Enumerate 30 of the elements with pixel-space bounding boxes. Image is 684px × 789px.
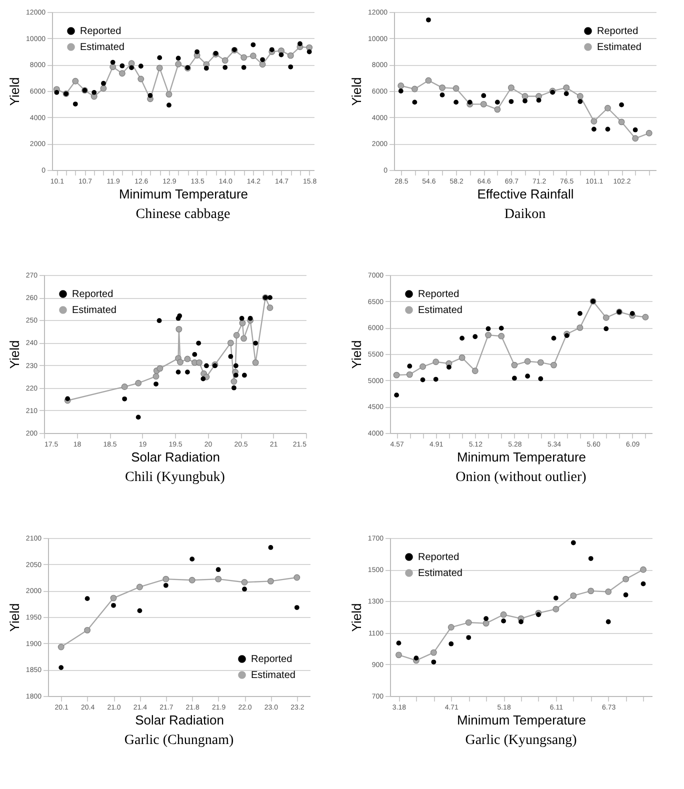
y-axis-title: Yield bbox=[348, 340, 364, 369]
x-axis-title: Minimum Temperature bbox=[118, 186, 248, 202]
text: Daikon bbox=[504, 207, 546, 222]
y-axis-title: Yield bbox=[7, 77, 22, 106]
legend-label: Reported bbox=[251, 654, 292, 665]
text: Onion (without outlier) bbox=[456, 470, 587, 485]
legend-label: Estimated bbox=[72, 305, 116, 316]
x-axis-title: Minimum Temperature bbox=[456, 712, 586, 728]
legend-label: Reported bbox=[80, 26, 122, 37]
legend-label: Estimated bbox=[251, 670, 296, 681]
legend-label: Reported bbox=[418, 552, 460, 563]
y-axis-title: Yield bbox=[349, 77, 364, 106]
legend-label: Estimated bbox=[80, 42, 124, 53]
legend-label: Reported bbox=[72, 289, 114, 300]
text: Chili (Kyungbuk) bbox=[125, 470, 226, 485]
text: Garlic (Kyungsang) bbox=[465, 733, 578, 748]
y-axis-title: Yield bbox=[6, 340, 22, 369]
legend-label: Estimated bbox=[597, 42, 642, 53]
legend-label: Reported bbox=[418, 289, 460, 300]
y-axis-title: Yield bbox=[348, 603, 364, 632]
legend-label: Reported bbox=[597, 26, 638, 37]
legend-label: Estimated bbox=[418, 568, 462, 579]
y-axis-title: Yield bbox=[6, 603, 22, 632]
legend-label: Estimated bbox=[418, 305, 462, 316]
x-axis-title: Solar Radiation bbox=[135, 712, 224, 728]
text: Garlic (Chungnam) bbox=[124, 733, 234, 748]
x-axis-title: Effective Rainfall bbox=[477, 186, 574, 202]
x-axis-title: Solar Radiation bbox=[131, 450, 220, 464]
text: Chinese cabbage bbox=[136, 207, 230, 222]
x-axis-title: Minimum Temperature bbox=[456, 450, 586, 464]
